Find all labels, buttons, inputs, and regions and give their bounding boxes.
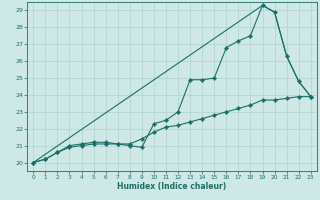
X-axis label: Humidex (Indice chaleur): Humidex (Indice chaleur) xyxy=(117,182,227,191)
